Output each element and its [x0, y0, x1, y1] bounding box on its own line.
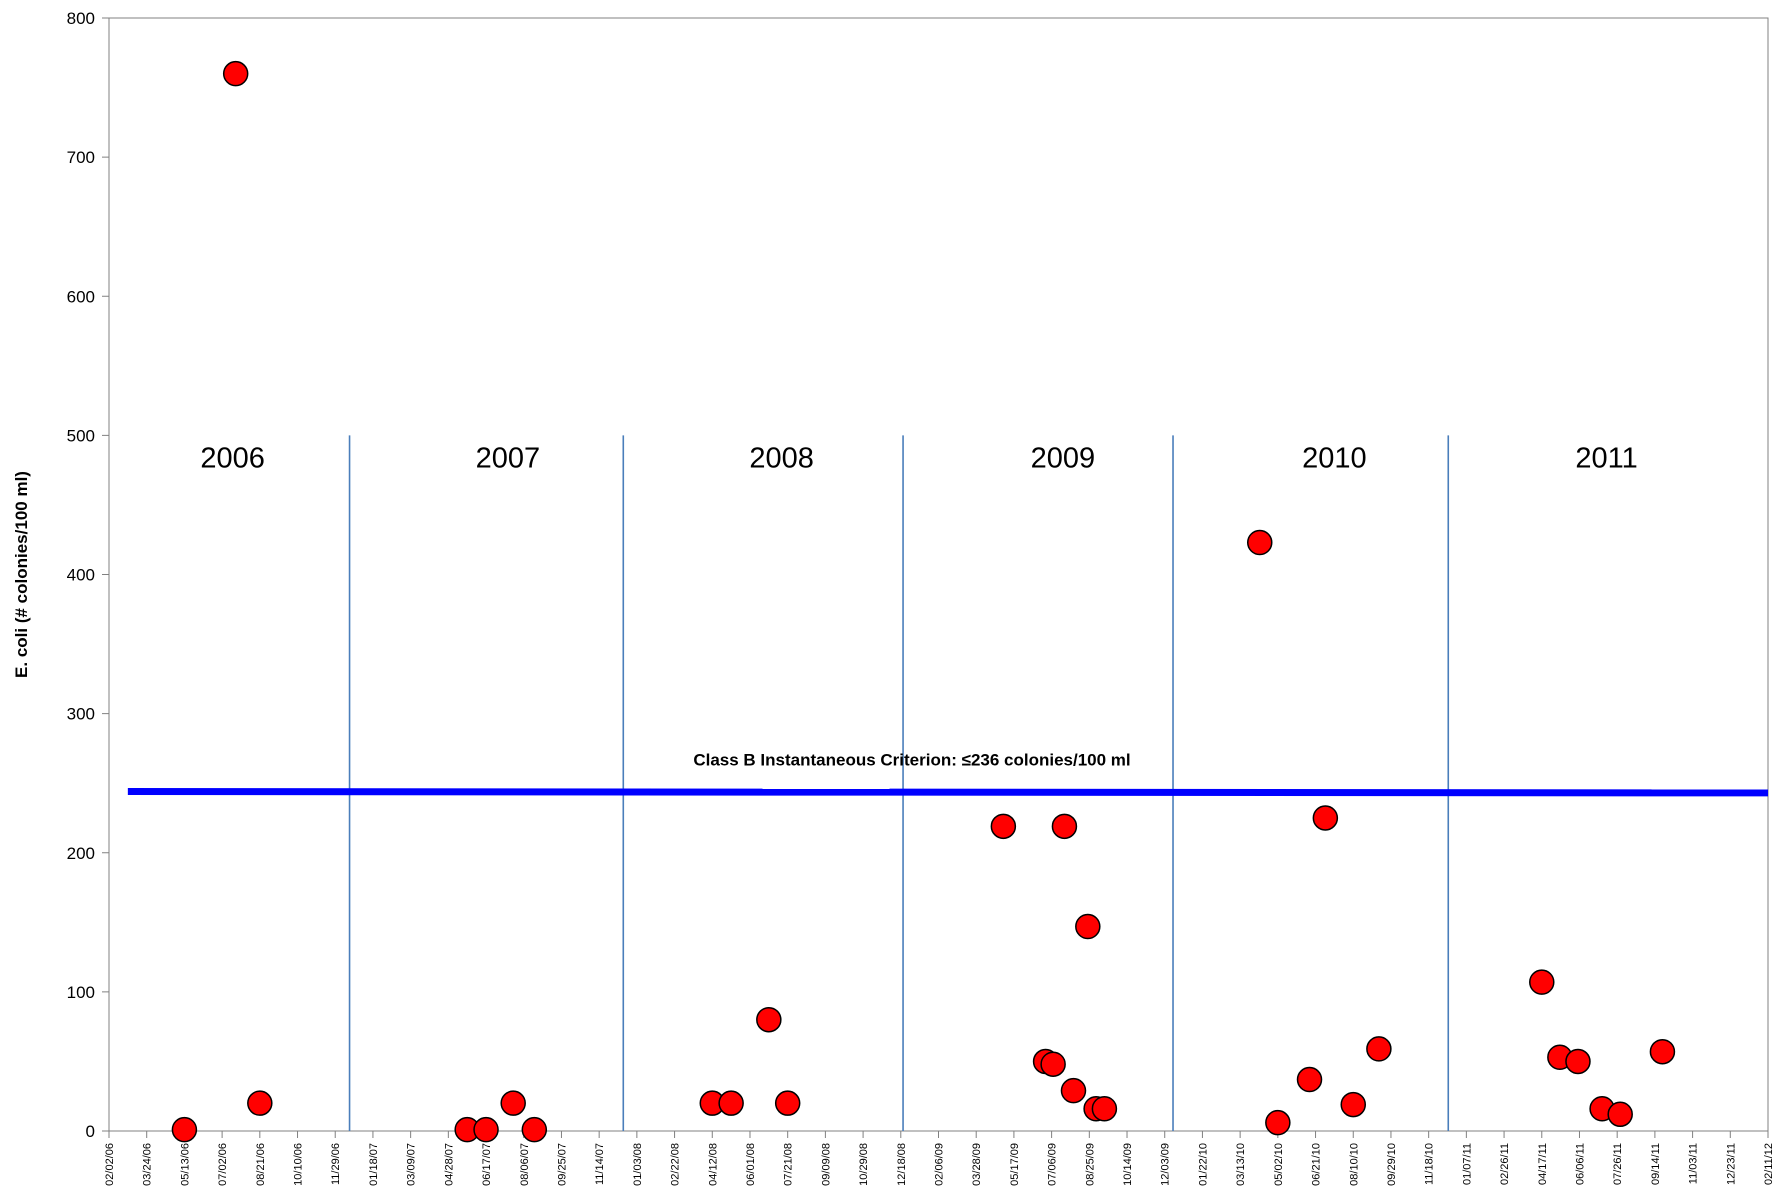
x-tick-label: 11/18/10: [1424, 1143, 1436, 1185]
x-tick-label: 02/22/08: [670, 1143, 682, 1186]
data-point: [521, 1116, 548, 1143]
x-tick-label: 12/18/08: [896, 1143, 908, 1186]
data-point: [718, 1090, 744, 1116]
x-tick-label: 09/09/08: [820, 1143, 832, 1186]
data-points: [171, 60, 1676, 1143]
x-tick-label: 12/03/09: [1160, 1143, 1172, 1186]
x-tick-label: 04/28/07: [443, 1143, 455, 1186]
data-point: [1366, 1036, 1392, 1062]
year-label: 2008: [749, 442, 814, 474]
x-tick-label: 10/10/06: [293, 1143, 305, 1186]
y-tick-label: 800: [67, 9, 95, 28]
x-tick-label: 08/21/06: [255, 1143, 267, 1186]
x-tick-label: 02/02/06: [104, 1143, 116, 1186]
criterion-label: Class B Instantaneous Criterion: ≤236 co…: [693, 751, 1130, 770]
year-dividers: [348, 435, 1450, 1131]
criterion-line-group: [127, 788, 1769, 797]
y-tick-label: 500: [67, 426, 95, 445]
x-tick-label: 10/29/08: [858, 1143, 870, 1186]
x-tick-label: 05/17/09: [1009, 1143, 1021, 1186]
data-point: [473, 1116, 499, 1143]
x-tick-label: 03/24/06: [142, 1143, 154, 1186]
data-point: [1265, 1109, 1291, 1136]
year-label: 2007: [476, 442, 541, 474]
x-tick-label: 01/18/07: [368, 1143, 380, 1186]
x-tick-label: 05/02/10: [1273, 1143, 1285, 1186]
data-point: [990, 813, 1017, 840]
x-tick-label: 05/13/06: [179, 1143, 191, 1186]
x-tick-label: 07/06/09: [1047, 1143, 1059, 1186]
x-tick-label: 03/13/10: [1235, 1143, 1247, 1186]
x-tick-label: 01/03/08: [632, 1143, 644, 1186]
y-tick-label: 200: [67, 844, 95, 863]
data-point: [1051, 813, 1078, 840]
x-tick-label: 08/06/07: [519, 1143, 531, 1186]
x-tick-label: 11/14/07: [594, 1143, 606, 1185]
data-point: [1091, 1095, 1118, 1122]
x-tick-label: 04/17/11: [1537, 1143, 1549, 1185]
year-label: 2006: [200, 442, 265, 474]
x-tick-label: 08/25/09: [1084, 1143, 1096, 1186]
axes: 0 100 200 300 400 500 600 700 800 02/02/06 03/24/0…: [67, 9, 1775, 1186]
year-label: 2010: [1302, 442, 1367, 474]
y-tick-label: 0: [86, 1122, 95, 1141]
data-point: [1529, 969, 1555, 995]
x-tick-label: 06/01/08: [745, 1143, 757, 1186]
x-tick-label: 01/07/11: [1461, 1143, 1473, 1185]
data-point: [171, 1116, 198, 1143]
x-tick-label: 04/12/08: [707, 1143, 719, 1186]
x-tick-label: 03/09/07: [406, 1143, 418, 1186]
year-label: 2009: [1031, 442, 1096, 474]
data-point: [774, 1090, 801, 1116]
x-tick-label: 12/23/11: [1725, 1143, 1737, 1185]
x-tick-label: 02/26/11: [1499, 1143, 1511, 1185]
y-tick-label: 600: [67, 287, 95, 306]
x-tick-label: 07/21/08: [783, 1143, 795, 1186]
criterion-line: [127, 788, 1769, 797]
y-axis-title: E. coli (# colonies/100 ml): [12, 471, 31, 678]
x-tick-label: 07/26/11: [1612, 1143, 1624, 1185]
data-point: [1607, 1101, 1633, 1128]
plot-frame: [108, 17, 1769, 1132]
x-tick-label: 10/14/09: [1122, 1143, 1134, 1186]
x-tick-label: 02/06/09: [934, 1143, 946, 1186]
x-tick-label: 11/03/11: [1688, 1143, 1700, 1184]
x-tick-label: 09/29/10: [1386, 1143, 1398, 1186]
data-point: [500, 1090, 526, 1116]
x-tick-label: 11/29/06: [330, 1143, 342, 1185]
x-tick-label: 06/06/11: [1574, 1143, 1586, 1185]
data-point: [1649, 1038, 1676, 1065]
x-tick-label: 02/11/12: [1763, 1143, 1775, 1185]
y-tick-label: 700: [67, 148, 95, 167]
x-tick-label: 03/28/09: [971, 1143, 983, 1186]
x-tick-label: 09/14/11: [1650, 1143, 1662, 1185]
data-point: [756, 1006, 782, 1033]
x-tick-label: 06/21/10: [1311, 1143, 1323, 1186]
data-point: [1312, 805, 1339, 831]
x-tick-label: 07/02/06: [217, 1143, 229, 1186]
data-point: [247, 1090, 273, 1116]
y-tick-label: 100: [67, 983, 95, 1002]
x-tick-label: 06/17/07: [481, 1143, 493, 1186]
data-point: [1246, 529, 1273, 556]
data-point: [1296, 1066, 1323, 1093]
data-point: [1075, 913, 1101, 940]
labels: E. coli (# colonies/100 ml) 2006 2007 2008 2…: [12, 442, 1638, 769]
data-point: [222, 60, 249, 87]
x-tick-label: 01/22/10: [1197, 1143, 1209, 1186]
data-point: [1060, 1077, 1087, 1104]
y-tick-label: 300: [67, 705, 95, 724]
x-tick-label: 08/10/10: [1348, 1143, 1360, 1186]
x-tick-label: 09/25/07: [556, 1143, 568, 1186]
data-point: [1040, 1051, 1066, 1077]
data-point: [1340, 1091, 1366, 1118]
y-tick-label: 400: [67, 566, 95, 585]
data-point: [1565, 1048, 1591, 1075]
year-label: 2011: [1575, 442, 1637, 474]
